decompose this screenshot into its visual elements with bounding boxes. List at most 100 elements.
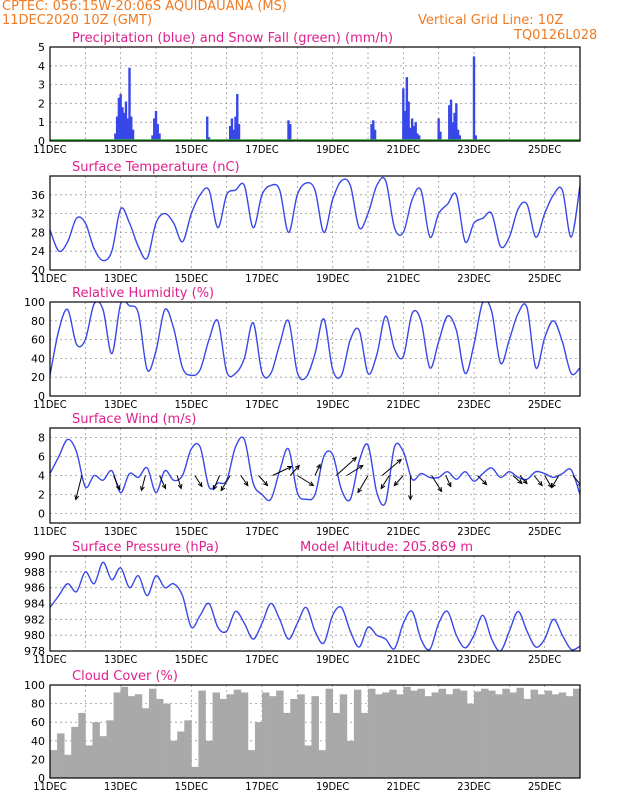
y-tick-label: 100 (24, 679, 45, 692)
y-tick-label: 3 (38, 79, 45, 92)
cloud-bar (269, 696, 277, 778)
cloud-bar (481, 688, 489, 778)
precip-bar (458, 135, 462, 141)
x-tick-label: 25DEC (528, 272, 561, 285)
wind-vector-arrow (445, 475, 452, 488)
cloud-bar (445, 694, 454, 778)
y-tick-label: 0 (38, 508, 45, 521)
cloud-bar (240, 692, 249, 778)
x-tick-label: 11DEC (33, 143, 66, 156)
cloud-bar (127, 696, 136, 778)
cloud-bar (191, 766, 199, 778)
wind-vector-arrow (551, 475, 560, 489)
y-tick-label: 60 (31, 334, 45, 347)
precip-bar (416, 133, 419, 141)
cloud-bar (318, 750, 326, 778)
x-tick-label: 15DEC (175, 525, 208, 538)
cloud-bar (495, 694, 503, 778)
y-tick-label: 40 (31, 735, 45, 748)
precip-bar (117, 97, 121, 141)
precip-bar (373, 129, 377, 141)
y-tick-label: 8 (38, 432, 45, 445)
cloud-bar (184, 720, 192, 778)
cloud-bar (85, 745, 93, 778)
y-tick-label: 2 (38, 97, 45, 110)
cloud-bar (516, 687, 524, 778)
cloud-bar (92, 722, 100, 778)
cloud-bar (198, 690, 206, 778)
x-tick-label: 17DEC (245, 398, 278, 411)
cloud-bar (141, 708, 150, 778)
wind-vector-arrow (289, 464, 301, 476)
header-station: CPTEC: 056:15W-20:06S AQUIDAUANA (MS) (2, 0, 287, 14)
cloud-bar (262, 692, 270, 778)
x-tick-label: 23DEC (457, 653, 490, 666)
wind-vector-arrow (335, 456, 358, 476)
cloud-bar (64, 754, 72, 778)
precip-bar (405, 77, 409, 141)
y-tick-label: 986 (24, 582, 45, 595)
precip-bar (232, 129, 235, 141)
wind-vector-arrow (297, 475, 315, 487)
x-tick-label: 15DEC (175, 653, 208, 666)
x-tick-label: 25DEC (528, 398, 561, 411)
cloud-bar (134, 694, 143, 778)
precip-bar (114, 133, 117, 141)
cloud-bar (332, 712, 341, 778)
y-tick-label: 982 (24, 613, 45, 626)
x-tick-label: 21DEC (387, 653, 420, 666)
x-tick-label: 21DEC (387, 398, 420, 411)
y-tick-label: 4 (38, 60, 45, 73)
cloud-bar (389, 689, 397, 778)
precip-bar (229, 125, 232, 141)
y-tick-label: 20 (31, 264, 45, 277)
precip-bar (151, 135, 154, 141)
x-tick-label: 19DEC (316, 398, 349, 411)
x-tick-label: 13DEC (104, 272, 137, 285)
pressure-series-line (50, 561, 580, 651)
cloud-bar (233, 689, 242, 778)
y-tick-label: 0 (38, 390, 45, 403)
precip-bar (154, 110, 158, 141)
precip-bar (126, 118, 129, 141)
x-tick-label: 21DEC (387, 525, 420, 538)
precip-bar (124, 101, 128, 141)
wind-vector-arrow (258, 475, 269, 487)
x-tick-label: 23DEC (457, 272, 490, 285)
y-tick-label: 28 (31, 226, 45, 239)
x-tick-label: 23DEC (457, 780, 490, 793)
precip-bar (206, 116, 209, 141)
cloud-bar (170, 740, 178, 778)
wind-vector-arrow (346, 464, 364, 476)
cloud-bar (205, 740, 213, 778)
y-tick-label: 4 (38, 470, 45, 483)
cloud-bar (297, 694, 305, 778)
panel-frame (49, 427, 581, 524)
x-tick-label: 25DEC (528, 653, 561, 666)
x-tick-label: 17DEC (245, 653, 278, 666)
y-tick-label: 40 (31, 352, 45, 365)
precip-bar (130, 116, 133, 141)
precip-bar (153, 118, 156, 141)
cloud-bar (177, 731, 185, 778)
cloud-bar (466, 703, 475, 778)
cloud-bar (106, 720, 114, 778)
wind-vector-arrow (194, 475, 203, 488)
x-tick-label: 11DEC (33, 780, 66, 793)
precip-bar (410, 118, 414, 141)
precip-bar (456, 129, 460, 141)
x-tick-label: 17DEC (245, 525, 278, 538)
x-tick-label: 19DEC (316, 272, 349, 285)
header-date: 11DEC2020 10Z (GMT) (2, 13, 152, 28)
y-tick-label: 5 (38, 41, 45, 54)
wind-vector-arrow (572, 475, 580, 487)
cloud-bar (57, 733, 65, 778)
precip-bar (207, 137, 211, 141)
precip-bar (412, 125, 416, 141)
precip-bar (402, 88, 405, 141)
cloud-bar (226, 694, 235, 778)
precip-bar (437, 118, 440, 141)
cloud-bar (148, 688, 157, 778)
cloud-bar (290, 698, 298, 778)
panel-frame (49, 46, 581, 142)
